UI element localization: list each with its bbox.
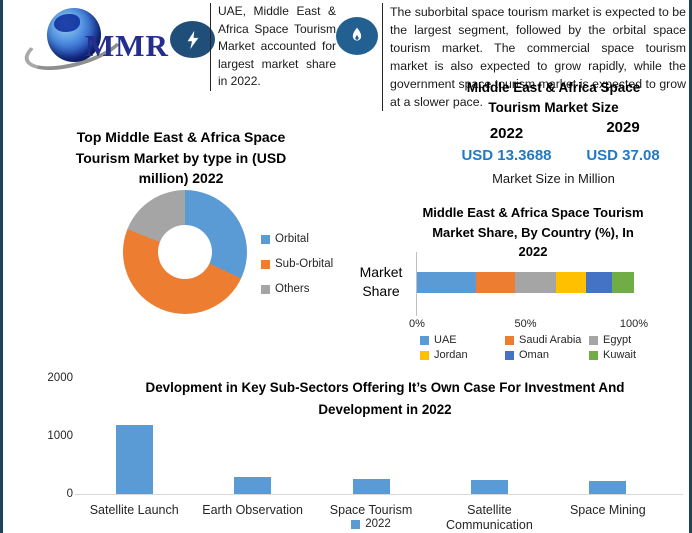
segment-uae — [417, 272, 476, 293]
legend-label: Orbital — [275, 233, 309, 245]
bar-slot-earth-observation — [193, 378, 311, 494]
ytick-0: 0 — [66, 488, 73, 500]
legend-item-others: Others — [261, 283, 333, 295]
legend-swatch — [420, 350, 429, 360]
segment-oman — [586, 272, 613, 293]
market-size-year: 2022 — [489, 125, 524, 142]
stacked-chart-axis-line — [416, 252, 417, 316]
stacked-bar — [417, 272, 634, 293]
legend-swatch — [505, 335, 514, 345]
donut-legend: Orbital Sub-Orbital Others — [261, 233, 333, 295]
market-size-title: Middle East & Africa Space Tourism Marke… — [466, 80, 641, 115]
legend-item-uae: UAE — [420, 334, 505, 346]
legend-swatch — [261, 259, 270, 269]
legend-item-kuwait: Kuwait — [589, 349, 659, 361]
donut-chart — [123, 190, 247, 314]
bar-slot-satellite-launch — [75, 378, 193, 494]
ytick-2000: 2000 — [47, 372, 73, 384]
bar-slot-satellite-communication — [430, 378, 548, 494]
bar-space-tourism — [352, 478, 390, 494]
legend-swatch — [261, 284, 270, 294]
legend-item-jordan: Jordan — [420, 349, 505, 361]
category-label-earth-observation: Earth Observation — [202, 503, 303, 517]
legend-label: Sub-Orbital — [275, 258, 334, 270]
legend-label: Kuwait — [603, 349, 637, 361]
xtick-100-: 100% — [619, 318, 649, 330]
legend-label: Jordan — [434, 349, 468, 361]
legend-label: Saudi Arabia — [519, 334, 582, 346]
stacked-chart-ylabel: Market Share — [359, 264, 403, 299]
lightning-icon — [170, 21, 215, 58]
xtick-0-: 0% — [409, 318, 425, 330]
bar-legend: 2022 — [312, 518, 430, 530]
donut-chart-title: Top Middle East & Africa Space Tourism M… — [75, 129, 287, 186]
bar-satellite-communication — [470, 479, 508, 494]
legend-label: Egypt — [603, 334, 632, 346]
legend-label: 2022 — [365, 518, 391, 530]
legend-label: UAE — [434, 334, 457, 346]
market-size-value: USD 13.3688 — [461, 147, 552, 164]
mmr-logo: MMR — [19, 6, 179, 80]
legend-label: Others — [275, 283, 310, 295]
legend-swatch — [589, 335, 598, 345]
stacked-chart-title: Middle East & Africa Space Tourism Marke… — [422, 205, 644, 259]
legend-swatch — [420, 335, 429, 345]
bar-slot-space-tourism — [312, 378, 430, 494]
bar-yaxis: 0 1000 2000 — [31, 372, 73, 500]
legend-swatch — [351, 519, 361, 529]
category-label-satellite-launch: Satellite Launch — [89, 503, 179, 517]
legend-item-2022: 2022 — [351, 518, 391, 530]
stacked-legend: UAE Saudi Arabia Egypt Jordan Oman Kuwait — [420, 334, 659, 361]
legend-swatch — [261, 234, 270, 244]
bar-slot-space-mining — [549, 378, 667, 494]
ytick-1000: 1000 — [47, 430, 73, 442]
market-size-caption: Market Size in Million — [492, 171, 615, 186]
segment-jordan — [555, 272, 587, 293]
legend-swatch — [505, 350, 514, 360]
market-size-year: 2029 — [606, 119, 640, 136]
legend-item-sub-orbital: Sub-Orbital — [261, 258, 333, 270]
legend-item-oman: Oman — [505, 349, 589, 361]
bar-satellite-launch — [115, 424, 153, 494]
bar-chart-title: Devlopment in Key Sub-Sectors Offering I… — [145, 380, 625, 417]
legend-swatch — [589, 350, 598, 360]
category-label-satellite-communication: Satellite Communication — [446, 503, 533, 532]
bar-space-mining — [589, 480, 627, 494]
xtick-50-: 50% — [514, 318, 537, 330]
legend-item-egypt: Egypt — [589, 334, 659, 346]
market-size-2029: 2029 USD 37.08 — [573, 119, 673, 164]
bar-earth-observation — [234, 476, 272, 494]
bar-plot — [75, 378, 667, 494]
market-size-2022: 2022 USD 13.3688 — [444, 125, 569, 164]
legend-label: Oman — [519, 349, 549, 361]
logo-text: MMR — [85, 28, 169, 63]
bar-chart-baseline — [75, 494, 683, 495]
market-size-value: USD 37.08 — [586, 147, 660, 164]
flame-icon — [336, 17, 378, 55]
category-label-space-mining: Space Mining — [569, 503, 646, 517]
segment-kuwait — [612, 272, 634, 293]
category-label-space-tourism: Space Tourism — [329, 503, 413, 517]
segment-saudi-arabia — [475, 272, 515, 293]
legend-item-saudi-arabia: Saudi Arabia — [505, 334, 589, 346]
stacked-xticks: 0% 50% 100% — [409, 318, 648, 332]
segment-egypt — [514, 272, 556, 293]
bar-categories: Satellite Launch Earth Observation Space T… — [75, 503, 667, 533]
summary-text: The suborbital space tourism market is e… — [382, 3, 686, 111]
globe-icon — [47, 8, 101, 62]
highlight-text: UAE, Middle East & Africa Space Tourism … — [210, 3, 336, 91]
legend-item-orbital: Orbital — [261, 233, 333, 245]
